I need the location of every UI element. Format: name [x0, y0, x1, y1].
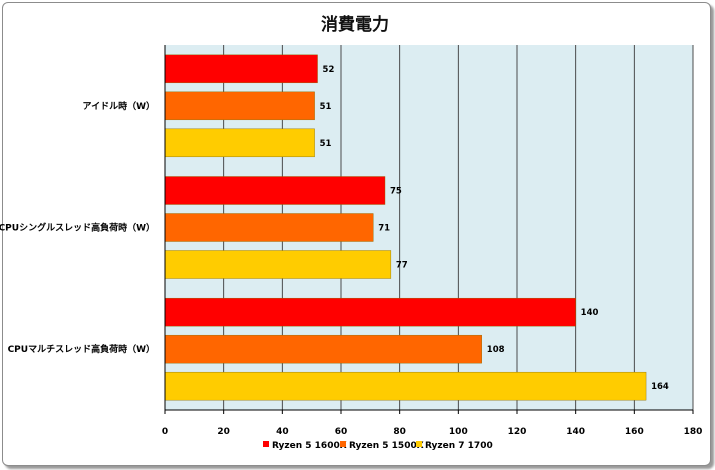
x-tick-label: 140: [566, 427, 585, 437]
bar: [164, 334, 482, 364]
x-tick-label: 20: [217, 427, 230, 437]
legend-label: Ryzen 7 1700: [425, 441, 493, 451]
category-label: CPUシングルスレッド高負荷時（W）: [0, 222, 155, 234]
data-label: 140: [581, 308, 599, 318]
bar: [164, 250, 392, 279]
bar: [164, 176, 386, 205]
x-tick-label: 40: [276, 427, 289, 437]
x-tick-label: 60: [335, 427, 348, 437]
data-label: 52: [323, 65, 335, 75]
data-label: 51: [320, 102, 332, 112]
bar: [164, 213, 374, 242]
bar: [164, 128, 315, 158]
data-label: 77: [396, 261, 408, 271]
bar: [164, 91, 315, 121]
chart-title: 消費電力: [321, 14, 389, 35]
data-label: 71: [378, 224, 390, 234]
x-tick-label: 0: [162, 427, 168, 437]
legend: Ryzen 5 1600X Ryzen 5 1500X Ryzen 7 1700: [263, 441, 493, 451]
data-label: 51: [320, 139, 332, 149]
x-tick-label: 160: [625, 427, 644, 437]
x-tick-label: 80: [393, 427, 406, 437]
data-label: 164: [651, 382, 669, 392]
category-label: アイドル時（W）: [83, 100, 155, 112]
data-label: 75: [390, 187, 402, 197]
x-tick-label: 120: [508, 427, 527, 437]
bar: [164, 54, 318, 84]
bar: [164, 297, 576, 327]
x-tick-label: 100: [449, 427, 468, 437]
legend-label: Ryzen 5 1600X: [272, 441, 347, 451]
legend-label: Ryzen 5 1500X: [349, 441, 424, 451]
x-tick-label: 180: [684, 427, 703, 437]
legend-swatch: [263, 441, 269, 447]
bar: [164, 371, 647, 401]
legend-swatch: [416, 441, 422, 447]
legend-swatch: [340, 441, 346, 447]
category-label: CPUマルチスレッド高負荷時（W）: [8, 343, 155, 355]
plot-area: 52 51 51 アイドル時（W） 75 71 77 CPUシングルスレッド高負荷時（W） 14…: [0, 45, 702, 437]
data-label: 108: [487, 345, 505, 355]
